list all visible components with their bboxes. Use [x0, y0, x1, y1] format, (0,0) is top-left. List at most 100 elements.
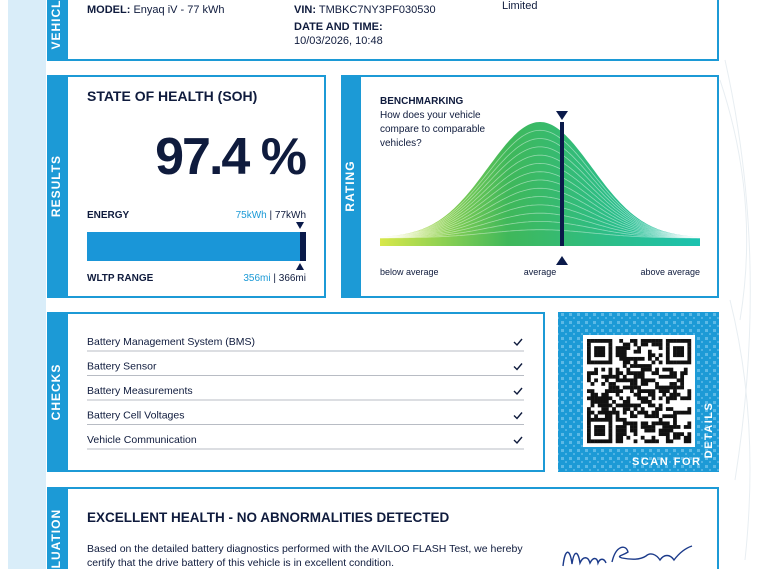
qr-module — [644, 364, 649, 368]
qr-module — [673, 410, 677, 415]
qr-module — [612, 385, 616, 390]
qr-module — [658, 342, 663, 347]
qr-module — [647, 392, 652, 397]
qr-module — [669, 382, 674, 386]
qr-module — [647, 356, 652, 361]
qr-module — [683, 371, 688, 376]
qr-module — [619, 349, 624, 354]
rating-marker — [560, 122, 564, 246]
qr-module — [669, 339, 674, 343]
qr-module — [676, 435, 681, 440]
qr-module — [601, 360, 606, 365]
qr-module — [626, 356, 631, 361]
qr-module — [619, 346, 624, 350]
qr-module — [633, 364, 638, 368]
qr-module — [658, 346, 663, 350]
qr-module — [590, 396, 595, 401]
qr-module — [604, 399, 609, 404]
qr-module — [669, 360, 674, 365]
qr-module — [587, 428, 591, 433]
qr-module — [587, 425, 591, 429]
qr-module — [604, 360, 609, 365]
qr-module — [651, 439, 656, 444]
qr-module — [644, 414, 649, 419]
qr-module — [651, 425, 656, 429]
qr-code — [587, 339, 692, 444]
qr-module — [608, 353, 613, 358]
qr-module — [594, 414, 598, 419]
qr-module — [665, 396, 670, 401]
qr-module — [637, 349, 641, 354]
qr-module — [601, 374, 606, 379]
qr-module — [644, 396, 649, 401]
energy-marker — [300, 232, 306, 261]
signature — [562, 545, 693, 567]
qr-module — [601, 399, 606, 404]
scale-label: above average — [640, 267, 700, 277]
qr-module — [687, 407, 692, 411]
qr-module — [590, 382, 595, 386]
qr-module — [680, 378, 685, 383]
qr-module — [601, 417, 606, 422]
qr-module — [594, 378, 598, 383]
qr-module — [676, 349, 681, 354]
qr-module — [622, 421, 627, 426]
qr-module — [604, 410, 609, 415]
qr-module — [601, 439, 606, 444]
check-item: Battery Cell Voltages — [87, 410, 184, 422]
qr-module — [673, 346, 677, 350]
owner: Limited — [502, 0, 537, 12]
qr-module — [615, 414, 620, 419]
qr-module — [587, 356, 591, 361]
qr-module — [619, 425, 624, 429]
qr-module — [601, 396, 606, 401]
qr-module — [587, 435, 591, 440]
qr-module — [626, 367, 631, 372]
marker-arrow — [556, 111, 568, 120]
qr-module — [633, 374, 638, 379]
qr-module — [687, 435, 692, 440]
qr-module — [640, 389, 645, 393]
qr-module — [622, 399, 627, 404]
qr-module — [597, 349, 602, 354]
qr-module — [644, 421, 649, 426]
qr-module — [594, 425, 598, 429]
qr-module — [662, 367, 667, 372]
check-item: Battery Management System (BMS) — [87, 336, 255, 348]
qr-module — [604, 389, 609, 393]
qr-module — [655, 385, 659, 390]
qr-module — [665, 414, 670, 419]
qr-module — [644, 428, 649, 433]
results-card — [47, 75, 326, 298]
qr-module — [630, 414, 634, 419]
qr-module — [622, 417, 627, 422]
qr-module — [651, 428, 656, 433]
evaluation-title: EXCELLENT HEALTH - NO ABNORMALITIES DETE… — [87, 510, 449, 525]
qr-module — [608, 349, 613, 354]
qr-module — [647, 367, 652, 372]
qr-module — [644, 378, 649, 383]
qr-module — [597, 417, 602, 422]
qr-module — [601, 353, 606, 358]
bell-stripe — [379, 221, 701, 239]
qr-module — [619, 378, 624, 383]
qr-module — [597, 432, 602, 437]
qr-module — [637, 410, 641, 415]
qr-module — [673, 382, 677, 386]
qr-module — [647, 389, 652, 393]
qr-module — [630, 371, 634, 376]
qr-module — [601, 407, 606, 411]
qr-module — [680, 374, 685, 379]
qr-module — [658, 360, 663, 365]
qr-module — [640, 364, 645, 368]
qr-module — [615, 432, 620, 437]
qr-module — [647, 364, 652, 368]
question: compare to comparable — [380, 124, 485, 135]
qr-module — [630, 425, 634, 429]
qr-module — [665, 399, 670, 404]
qr-module — [651, 403, 656, 408]
qr-module — [615, 374, 620, 379]
qr-module — [658, 385, 663, 390]
qr-module — [662, 374, 667, 379]
qr-module — [615, 385, 620, 390]
